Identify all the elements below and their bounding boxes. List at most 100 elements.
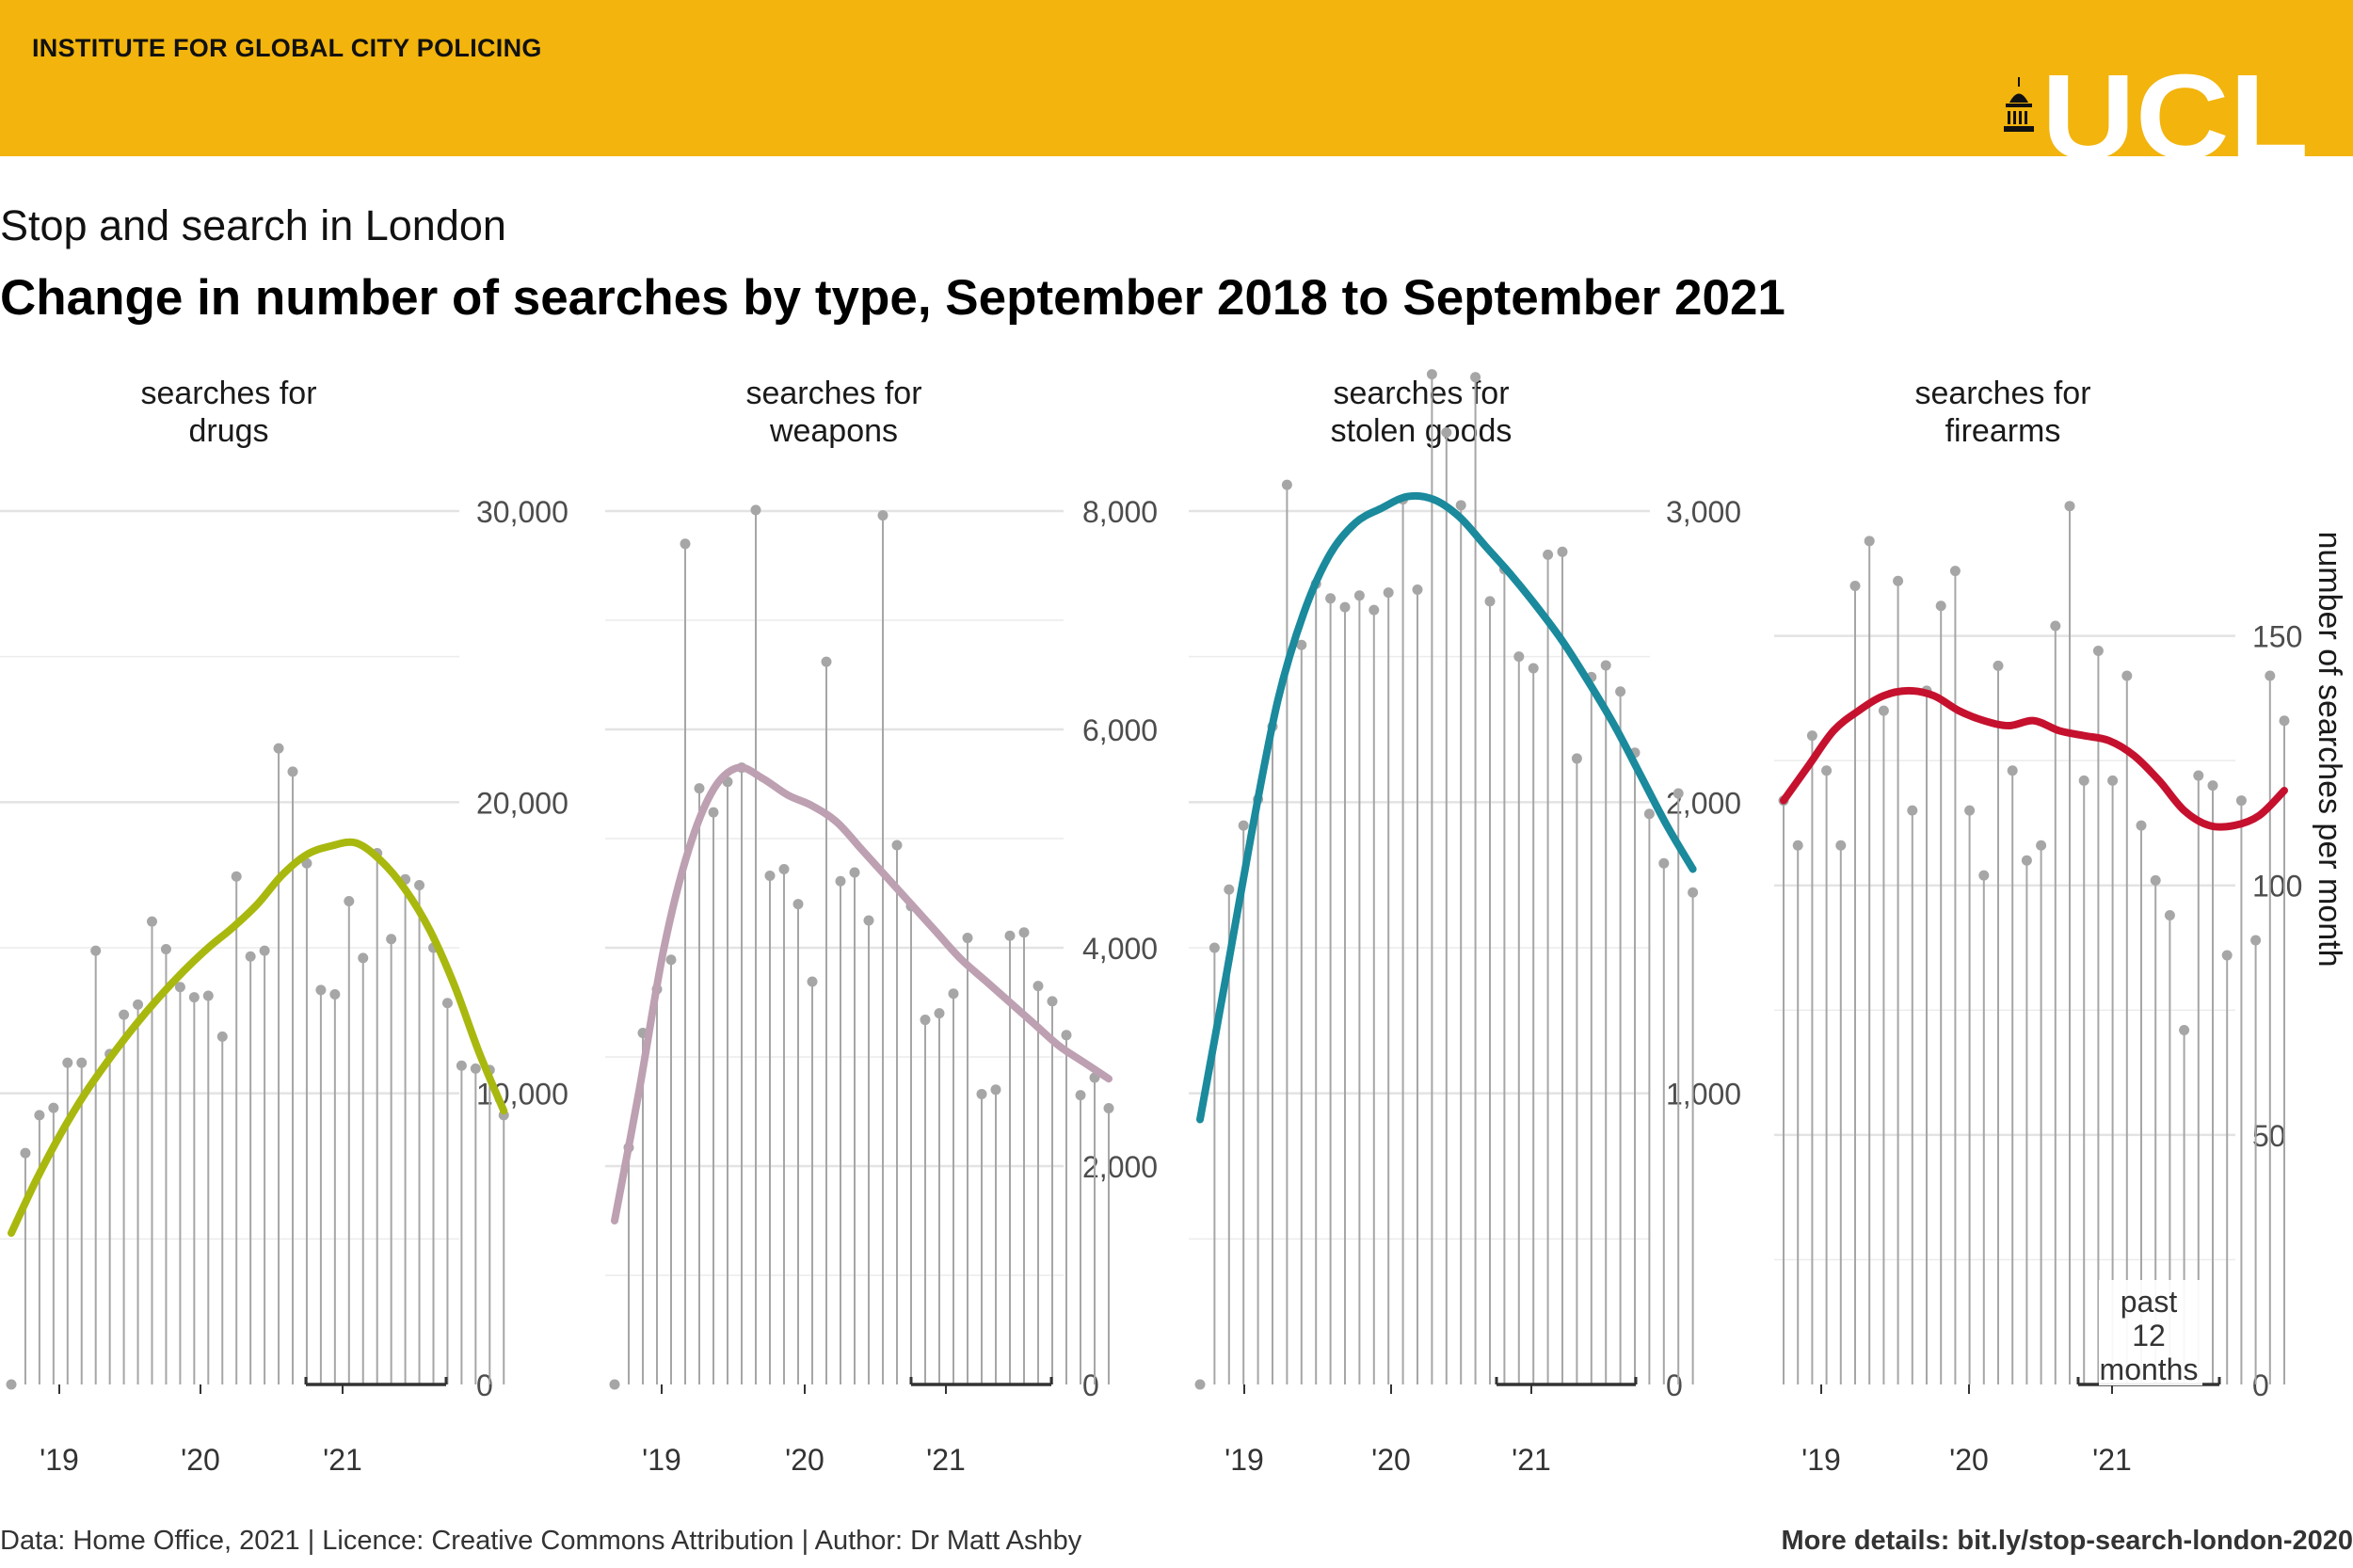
y-tick-label: 20,000 [476,786,568,820]
data-point [2250,935,2262,946]
data-point [1792,840,1803,851]
data-point [188,992,200,1003]
y-tick-label: 0 [1666,1368,1683,1402]
data-point [835,875,846,887]
data-point [877,510,888,521]
data-point [470,1063,481,1074]
chart-title: Change in number of searches by type, Se… [0,270,1785,326]
data-point [245,951,256,962]
data-point [1907,805,1918,816]
data-point [76,1057,88,1068]
data-point [1821,765,1833,776]
data-point [2221,950,2233,961]
trend-line [611,763,1112,1224]
data-point [1004,930,1016,941]
data-point [2235,795,2247,807]
data-point [1238,820,1249,831]
data-point [1018,927,1030,938]
y-tick-label: 8,000 [1082,495,1158,529]
data-point [1194,1379,1206,1390]
y-tick-label: 50 [2252,1119,2286,1153]
data-point [708,807,719,818]
data-point [344,896,355,907]
data-point [1688,887,1699,898]
data-point [1978,870,1990,881]
data-point [2021,855,2032,866]
panel-title-line: stolen goods [1331,413,1513,449]
data-point [792,899,804,910]
data-point [2179,1024,2190,1035]
data-point [1806,730,1817,742]
x-tick-label: '21 [926,1443,966,1477]
data-point [1061,1030,1072,1041]
y-tick-label: 1,000 [1666,1078,1741,1112]
data-point [934,1008,945,1019]
data-point [273,743,284,754]
data-point [2107,775,2119,786]
data-point [329,988,341,1000]
header-band [0,0,2353,156]
data-point [891,840,903,851]
x-tick-label: '19 [1801,1443,1841,1477]
annotation-line: 12 [2132,1319,2166,1352]
data-point [2121,670,2133,681]
data-point [1353,590,1365,601]
panel-title-line: firearms [1945,413,2061,449]
data-point [2050,620,2061,632]
data-point [2164,910,2175,921]
panel-title-line: drugs [188,413,268,449]
data-point [20,1147,31,1159]
data-point [1209,942,1220,953]
data-point [1296,639,1307,650]
data-point [231,871,242,882]
data-point [1658,857,1670,869]
data-point [1484,596,1496,607]
data-point [1032,981,1044,992]
data-point [1935,600,1946,612]
portico-icon [2004,77,2034,132]
trend-line [1780,686,2288,831]
y-tick-label: 3,000 [1666,495,1741,529]
y-tick-label: 0 [1082,1368,1099,1402]
data-point [1600,660,1611,671]
data-point [1412,584,1423,596]
data-point [386,934,397,945]
data-point [1643,808,1655,820]
panel-title-line: searches for [745,376,921,411]
data-point [1893,575,1904,586]
more-details-link[interactable]: More details: bit.ly/stop-search-london-… [1781,1526,2353,1556]
x-tick-label: '20 [1949,1443,1989,1477]
data-point [2036,840,2047,851]
data-point [1513,651,1525,663]
y-tick-label: 30,000 [476,495,568,529]
data-point [609,1379,620,1390]
y-axis-title: number of searches per month [2312,531,2347,967]
panel-title-line: searches for [1914,376,2090,411]
data-point [1615,686,1626,697]
data-point [1571,753,1582,764]
data-point [1224,884,1235,895]
data-point [358,952,369,964]
trend-line [8,838,508,1238]
ucl-logo-text: UCL [2041,58,2309,162]
data-point [147,916,157,927]
data-point [863,915,874,926]
data-point [680,538,691,550]
y-tick-label: 100 [2252,870,2302,904]
x-tick-label: '20 [785,1443,824,1477]
data-point [849,867,860,878]
data-point [821,656,832,667]
x-tick-label: '19 [1225,1443,1264,1477]
data-point [2207,780,2218,792]
data-point [1864,536,1875,547]
data-point [287,766,298,777]
annotation-background [2099,1280,2202,1385]
x-tick-label: '21 [323,1443,362,1477]
chart-subtitle: Stop and search in London [0,201,506,249]
data-point [2136,820,2147,831]
data-point [920,1015,931,1026]
data-point [1878,705,1889,716]
data-point [2064,501,2075,512]
